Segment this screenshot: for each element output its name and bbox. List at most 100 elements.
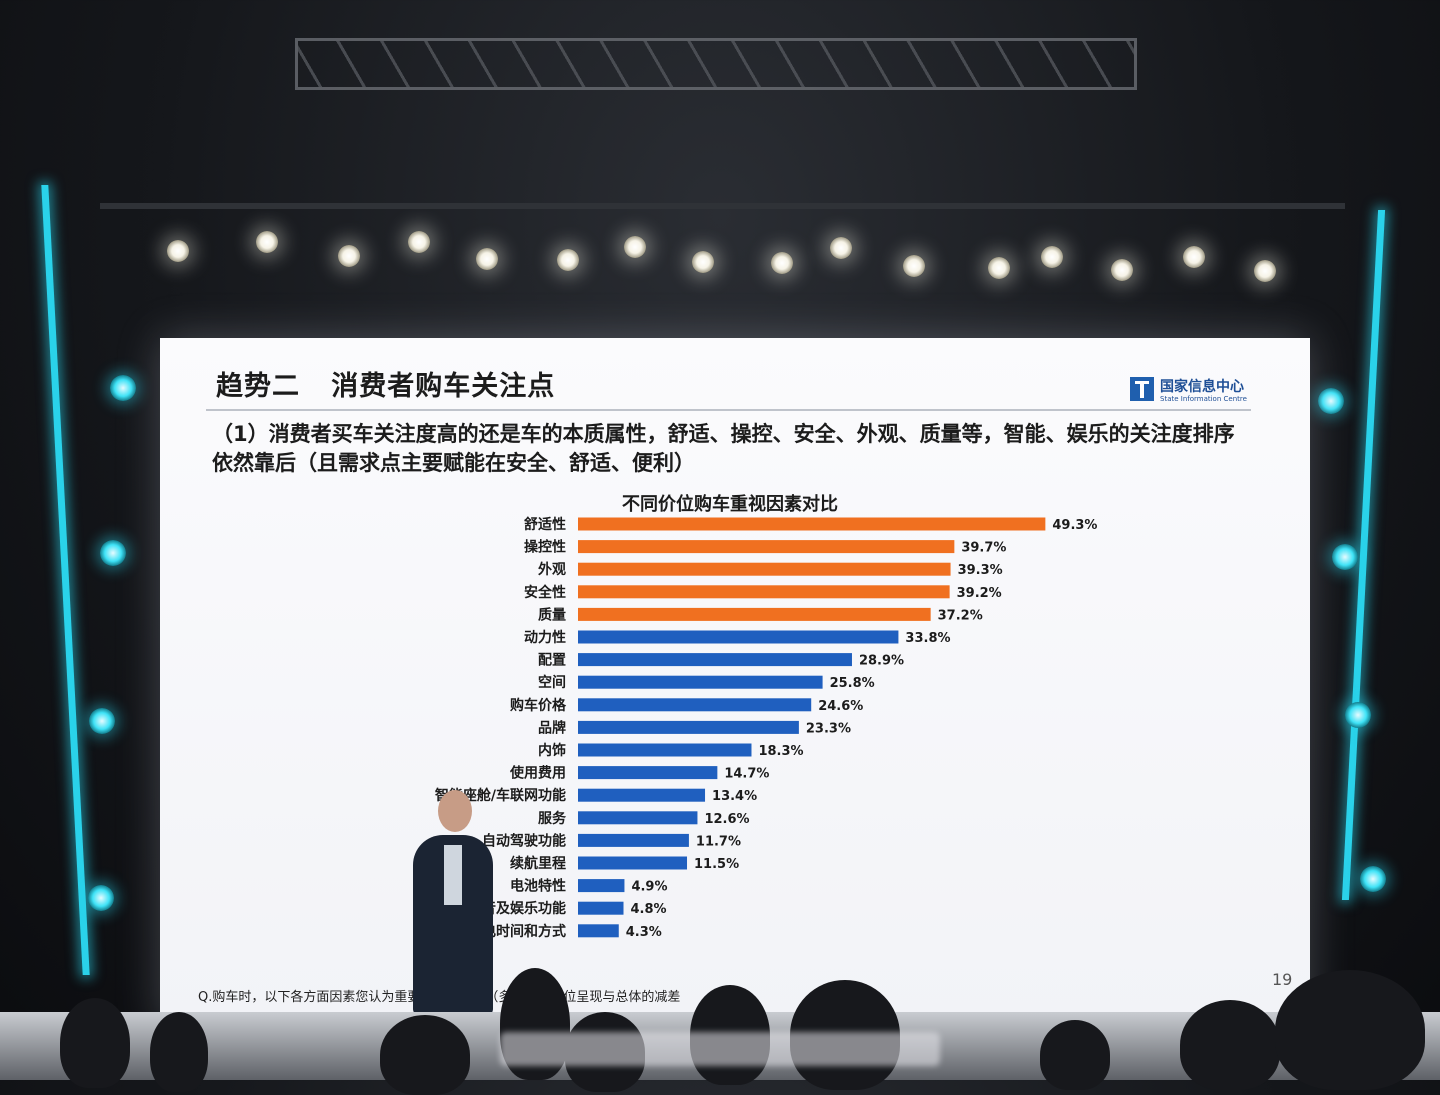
value-label: 37.2% <box>938 608 983 623</box>
value-label: 4.8% <box>631 902 667 917</box>
spotlight <box>256 231 278 253</box>
bar <box>578 766 718 780</box>
bar <box>578 517 1046 531</box>
stage-truss <box>295 38 1137 90</box>
category-label: 续航里程 <box>510 855 566 872</box>
category-label: 外观 <box>538 561 566 578</box>
logo-text-cn: 国家信息中心 <box>1160 379 1244 395</box>
chart-title: 不同价位购车重视因素对比 <box>622 494 838 515</box>
spotlight <box>692 251 714 273</box>
bar <box>578 879 625 893</box>
spotlight <box>1041 246 1063 268</box>
wash-light <box>88 885 114 911</box>
category-label: 服务 <box>538 810 567 827</box>
wash-light <box>89 708 115 734</box>
presentation-slide: 趋势二 消费者购车关注点 国家信息中心 State Information Ce… <box>160 338 1310 1026</box>
category-label: 空间 <box>538 674 566 691</box>
spotlight <box>903 255 925 277</box>
audience-head <box>150 1012 208 1092</box>
bar <box>578 901 624 915</box>
bar <box>578 675 823 689</box>
spotlight <box>1183 246 1205 268</box>
category-label: 购车价格 <box>510 697 567 714</box>
bar <box>578 811 698 825</box>
value-label: 4.3% <box>626 925 662 940</box>
audience-head <box>1180 1000 1280 1090</box>
value-label: 39.7% <box>961 541 1006 556</box>
wash-light <box>110 375 136 401</box>
slide-subtitle: （1）消费者买车关注度高的还是车的本质属性，舒适、操控、安全、外观、质量等，智能… <box>212 422 1235 475</box>
led-tower-left <box>41 185 90 975</box>
spotlight <box>624 236 646 258</box>
spotlight <box>830 237 852 259</box>
presenter-shirt <box>444 845 462 905</box>
category-label: 舒适性 <box>524 516 566 533</box>
bar <box>578 585 950 599</box>
value-label: 24.6% <box>818 699 863 714</box>
value-label: 33.8% <box>905 631 950 646</box>
bar <box>578 540 955 554</box>
wash-light <box>1345 702 1371 728</box>
bar <box>578 833 689 847</box>
wash-light <box>1332 544 1358 570</box>
value-label: 14.7% <box>724 767 769 782</box>
spotlight <box>167 240 189 262</box>
wash-light <box>1360 866 1386 892</box>
logo-text-en: State Information Centre <box>1160 395 1247 403</box>
audience-head <box>60 998 130 1088</box>
value-label: 13.4% <box>712 789 757 804</box>
category-label: 质量 <box>538 606 566 623</box>
bar <box>578 924 619 938</box>
value-label: 18.3% <box>758 744 803 759</box>
audience-head <box>1275 970 1425 1090</box>
value-label: 39.3% <box>958 563 1003 578</box>
state-information-centre-logo: 国家信息中心 State Information Centre <box>1130 376 1260 406</box>
spotlight <box>771 252 793 274</box>
bar <box>578 856 688 870</box>
bar <box>578 562 951 576</box>
spotlight <box>1254 260 1276 282</box>
slide-title: 趋势二 消费者购车关注点 <box>216 371 556 402</box>
spotlight <box>988 257 1010 279</box>
category-label: 自动驾驶功能 <box>482 832 566 849</box>
bar <box>578 653 852 667</box>
value-label: 4.9% <box>631 880 667 895</box>
category-label: 动力性 <box>524 629 566 646</box>
value-label: 11.7% <box>696 834 741 849</box>
sic-emblem-icon <box>1130 377 1154 401</box>
bar <box>578 743 752 757</box>
bar <box>578 788 706 802</box>
spotlight <box>338 245 360 267</box>
category-label: 安全性 <box>524 584 566 601</box>
value-label: 25.8% <box>830 676 875 691</box>
wash-light <box>100 540 126 566</box>
value-label: 28.9% <box>859 654 904 669</box>
presenter-head <box>438 790 472 832</box>
title-divider <box>206 409 1251 411</box>
category-label: 内饰 <box>538 742 566 759</box>
bar <box>578 630 899 644</box>
bar-chart: 舒适性 49.3% 操控性 39.7% 外观 39.3% 安全性 39.2% 质量 37.2% 动力… <box>434 516 1098 940</box>
page-number: 19 <box>1272 970 1293 989</box>
spotlight <box>476 248 498 270</box>
value-label: 23.3% <box>806 721 851 736</box>
spotlight <box>557 249 579 271</box>
wash-light <box>1318 388 1344 414</box>
bar <box>578 698 812 712</box>
spotlight <box>1111 259 1133 281</box>
category-label: 电池特性 <box>510 878 566 895</box>
category-label: 品牌 <box>538 719 566 736</box>
bar <box>578 607 931 621</box>
lighting-rig <box>100 203 1345 209</box>
bar <box>578 720 799 734</box>
category-label: 配置 <box>538 652 566 669</box>
value-label: 11.5% <box>694 857 739 872</box>
category-label: 使用费用 <box>509 765 566 782</box>
value-label: 12.6% <box>704 812 749 827</box>
value-label: 49.3% <box>1052 518 1097 533</box>
audience-head <box>1040 1020 1110 1090</box>
category-label: 操控性 <box>524 539 566 556</box>
watermark-blur <box>500 1032 940 1066</box>
value-label: 39.2% <box>957 586 1002 601</box>
audience-head <box>380 1015 470 1095</box>
